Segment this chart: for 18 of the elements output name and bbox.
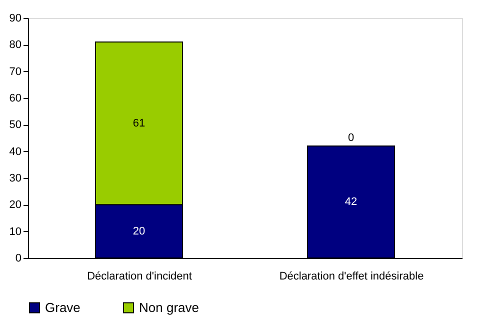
x-tick-label: Déclaration d'effet indésirable [279,270,424,282]
data-label: 42 [344,196,358,208]
y-tick-label: 60 [9,92,22,104]
data-label: 61 [132,117,146,130]
data-label: 20 [132,225,146,238]
y-tick-label: 30 [9,172,22,184]
y-tick-label: 10 [9,226,22,238]
legend-label: Grave [45,300,80,315]
y-tick-label: 90 [9,12,22,24]
y-tick-label: 40 [9,146,22,158]
y-tick-label: 70 [9,66,22,78]
legend-label: Non grave [139,300,199,315]
y-tick-label: 50 [9,119,22,132]
y-tick-label: 20 [9,199,22,212]
x-tick-label: Déclaration d'incident [87,270,192,282]
data-label: 0 [348,132,354,144]
y-tick-label: 0 [15,252,22,264]
y-tick-label: 80 [9,39,22,52]
